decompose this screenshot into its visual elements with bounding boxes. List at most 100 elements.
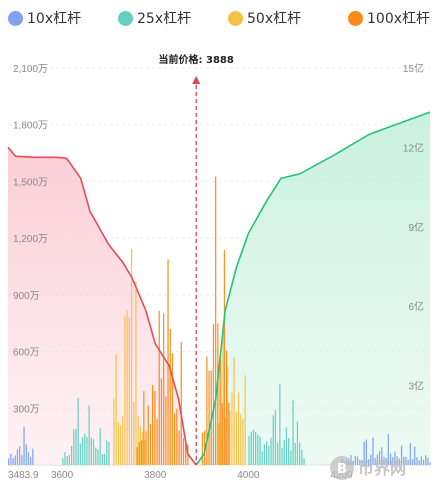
- bar: [275, 410, 276, 465]
- legend-item[interactable]: 10x杠杆: [8, 8, 81, 28]
- bar: [226, 351, 227, 465]
- watermark-text: 币界网: [358, 459, 406, 478]
- left-axis-tick: 1,800万: [13, 121, 48, 132]
- bar: [183, 438, 184, 465]
- bar: [228, 403, 229, 465]
- right-axis-tick: 15亿: [403, 62, 424, 75]
- x-axis-tick: 3600: [51, 470, 74, 481]
- bar: [215, 177, 216, 465]
- bar: [297, 422, 298, 466]
- bar: [19, 446, 20, 465]
- bar: [174, 414, 175, 465]
- bar: [222, 403, 223, 465]
- bar: [251, 432, 252, 465]
- bar: [430, 463, 431, 466]
- bar: [100, 428, 101, 465]
- bar: [150, 424, 151, 465]
- bar: [80, 444, 81, 466]
- bar: [152, 385, 153, 465]
- bar: [248, 436, 249, 465]
- bar: [106, 440, 107, 465]
- bar: [141, 440, 142, 465]
- bar: [143, 391, 144, 465]
- bar: [102, 454, 103, 465]
- bar: [104, 454, 105, 465]
- bar: [181, 342, 182, 465]
- bar: [259, 437, 260, 465]
- bar: [156, 419, 157, 465]
- watermark-logo: B 币界网: [330, 456, 406, 480]
- bar: [91, 437, 92, 465]
- bar: [414, 447, 415, 465]
- bar: [410, 443, 411, 465]
- bar: [208, 371, 209, 465]
- bar: [264, 444, 265, 465]
- x-axis-tick: 3483.9: [8, 470, 39, 481]
- bar: [120, 425, 121, 465]
- legend-swatch: [228, 11, 243, 26]
- bar: [427, 458, 428, 465]
- legend-swatch: [118, 11, 133, 26]
- left-axis-tick: 300万: [13, 404, 40, 415]
- bar: [64, 452, 65, 465]
- right-axis-tick: 12亿: [403, 141, 424, 154]
- bar: [176, 409, 177, 465]
- bar: [131, 249, 132, 465]
- legend-label: 100x杠杆: [367, 8, 430, 28]
- legend-label: 25x杠杆: [137, 8, 191, 28]
- bar: [139, 442, 140, 465]
- bar: [118, 422, 119, 465]
- left-axis-tick: 600万: [13, 348, 40, 359]
- bar: [412, 459, 413, 465]
- bar: [127, 311, 128, 466]
- bar: [253, 430, 254, 465]
- legend-item[interactable]: 25x杠杆: [118, 8, 191, 28]
- bar: [266, 441, 267, 465]
- bar: [273, 415, 274, 465]
- bar: [286, 427, 287, 465]
- bar: [133, 402, 134, 465]
- bar: [145, 431, 146, 465]
- bar: [240, 414, 241, 465]
- bar: [172, 353, 173, 465]
- right-axis-tick: 9亿: [408, 221, 424, 234]
- bar: [30, 457, 31, 465]
- bar: [238, 393, 239, 465]
- bar: [165, 396, 166, 465]
- bar: [23, 427, 24, 465]
- watermark-coin-glyph: B: [337, 462, 347, 477]
- current-price-label: 当前价格: 3888: [159, 53, 234, 66]
- bar: [421, 456, 422, 465]
- bar: [89, 405, 90, 465]
- bar: [288, 438, 289, 465]
- bar: [28, 452, 29, 465]
- bar: [113, 399, 114, 466]
- bar: [163, 313, 164, 465]
- bar: [135, 281, 136, 465]
- legend-label: 10x杠杆: [27, 8, 81, 28]
- bar: [292, 400, 293, 465]
- bar: [73, 429, 74, 465]
- legend-swatch: [348, 11, 363, 26]
- bar: [416, 457, 417, 465]
- bar: [95, 447, 96, 465]
- bar: [242, 419, 243, 465]
- left-axis-tick: 900万: [13, 291, 40, 302]
- legend-item[interactable]: 50x杠杆: [228, 8, 301, 28]
- right-axis-tick: 3亿: [408, 380, 424, 393]
- bar: [262, 451, 263, 465]
- bar: [86, 437, 87, 465]
- x-axis-tick: 3800: [144, 470, 167, 481]
- bar: [178, 431, 179, 465]
- bar: [137, 447, 138, 465]
- bar: [290, 450, 291, 465]
- bar: [75, 429, 76, 465]
- bar: [21, 455, 22, 465]
- bar: [303, 458, 304, 465]
- bar: [281, 448, 282, 465]
- bar: [255, 432, 256, 465]
- legend-item[interactable]: 100x杠杆: [348, 8, 430, 28]
- bar: [108, 442, 109, 465]
- bar: [15, 455, 16, 465]
